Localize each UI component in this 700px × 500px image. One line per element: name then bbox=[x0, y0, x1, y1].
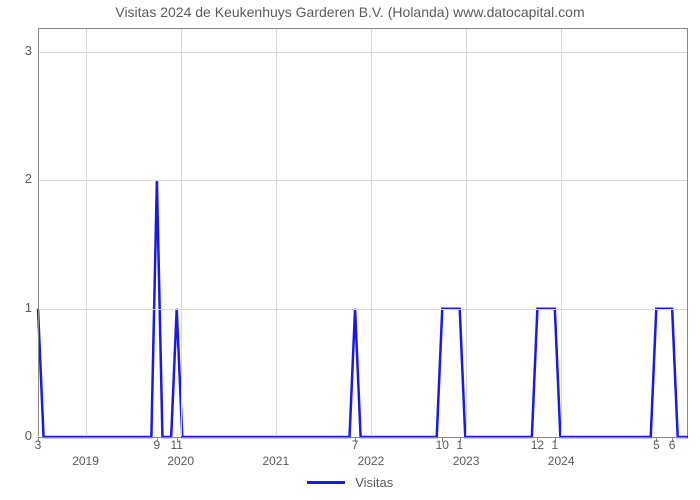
x-year-label: 2020 bbox=[151, 454, 211, 468]
legend: Visitas bbox=[0, 474, 700, 492]
legend-line bbox=[307, 481, 345, 484]
chart-container: Visitas 2024 de Keukenhuys Garderen B.V.… bbox=[0, 0, 700, 500]
gridline-v bbox=[371, 29, 372, 436]
gridline-v bbox=[276, 29, 277, 436]
x-small-label: 3 bbox=[26, 438, 50, 452]
x-year-label: 2022 bbox=[341, 454, 401, 468]
gridline-v bbox=[466, 29, 467, 436]
x-year-label: 2024 bbox=[531, 454, 591, 468]
visits-series bbox=[38, 29, 688, 437]
x-small-label: 7 bbox=[343, 438, 367, 452]
x-small-label: 1 bbox=[448, 438, 472, 452]
x-year-label: 2019 bbox=[56, 454, 116, 468]
gridline-v bbox=[561, 29, 562, 436]
legend-label: Visitas bbox=[355, 475, 393, 490]
plot-area bbox=[38, 28, 688, 436]
gridline-h bbox=[38, 309, 687, 310]
y-tick-label: 2 bbox=[12, 171, 32, 186]
gridline-v bbox=[86, 29, 87, 436]
x-year-label: 2021 bbox=[246, 454, 306, 468]
x-year-label: 2023 bbox=[436, 454, 496, 468]
gridline-h bbox=[38, 52, 687, 53]
x-small-label: 11 bbox=[165, 438, 189, 452]
x-small-label: 1 bbox=[543, 438, 567, 452]
y-axis bbox=[38, 29, 39, 436]
y-tick-label: 1 bbox=[12, 300, 32, 315]
y-tick-label: 3 bbox=[12, 43, 32, 58]
chart-title: Visitas 2024 de Keukenhuys Garderen B.V.… bbox=[0, 4, 700, 20]
x-small-label: 6 bbox=[660, 438, 684, 452]
gridline-h bbox=[38, 180, 687, 181]
gridline-v bbox=[181, 29, 182, 436]
